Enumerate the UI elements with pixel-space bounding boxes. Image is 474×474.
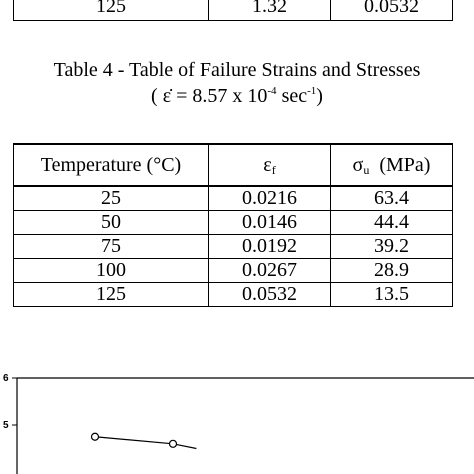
strain-symbol: ε [263, 153, 272, 176]
header-temperature: Temperature (°C) [13, 143, 209, 187]
header-stress: σu (MPa) [330, 143, 453, 187]
cell-stress: 63.4 [330, 185, 453, 211]
cell-stress: 28.9 [330, 258, 453, 283]
rate-exponent: -4 [267, 85, 277, 97]
figure-plot: 6 5 [3, 373, 474, 474]
cell-stress: 44.4 [330, 210, 453, 235]
table-caption: Table 4 - Table of Failure Strains and S… [53, 59, 421, 81]
y-tick-label: 5 [3, 420, 9, 431]
rate-equation: = 8.57 x 10 [171, 85, 268, 107]
header-strain: εf [208, 143, 331, 187]
table-cell: 125 [13, 0, 209, 21]
table-cell: 0.0532 [330, 0, 453, 21]
strain-subscript: f [271, 162, 276, 177]
cell-stress: 39.2 [330, 234, 453, 259]
cell-strain: 0.0532 [208, 282, 331, 307]
table-row: 125 0.0532 13.5 [13, 282, 453, 307]
rate-close: ) [316, 85, 323, 107]
cell-temperature: 100 [13, 258, 209, 283]
cell-temperature: 50 [13, 210, 209, 235]
strain-rate-line: ( ε̇ = 8.57 x 10-4 sec-1) [0, 84, 474, 108]
cell-strain: 0.0267 [208, 258, 331, 283]
table-cell: 1.32 [208, 0, 331, 21]
cell-temperature: 75 [13, 234, 209, 259]
rate-unit-exponent: -1 [307, 85, 317, 97]
stress-subscript: u [363, 162, 370, 177]
y-tick-label: 6 [3, 373, 9, 384]
rate-symbol: ε̇ [162, 85, 172, 107]
cell-temperature: 25 [13, 185, 209, 211]
rate-open: ( [151, 85, 163, 107]
cell-strain: 0.0146 [208, 210, 331, 235]
table-row: 100 0.0267 28.9 [13, 258, 453, 283]
cell-stress: 13.5 [330, 282, 453, 307]
table-row: 125 1.32 0.0532 [13, 0, 453, 21]
table-header-row: Temperature (°C) εf σu (MPa) [13, 143, 453, 187]
cell-temperature: 125 [13, 282, 209, 307]
series-line [94, 436, 197, 450]
data-point-marker [168, 439, 178, 448]
table-row: 75 0.0192 39.2 [13, 234, 453, 259]
rate-unit: sec [276, 85, 308, 107]
failure-table: Temperature (°C) εf σu (MPa) 25 0.0216 63.… [13, 143, 453, 307]
table-row: 50 0.0146 44.4 [13, 210, 453, 235]
data-point-marker [90, 432, 100, 441]
cell-strain: 0.0216 [208, 185, 331, 211]
stress-symbol: σ [352, 153, 364, 176]
table-row: 25 0.0216 63.4 [13, 185, 453, 211]
cell-strain: 0.0192 [208, 234, 331, 259]
stress-unit: (MPa) [369, 153, 431, 176]
previous-table-fragment: 125 1.32 0.0532 [13, 0, 453, 21]
